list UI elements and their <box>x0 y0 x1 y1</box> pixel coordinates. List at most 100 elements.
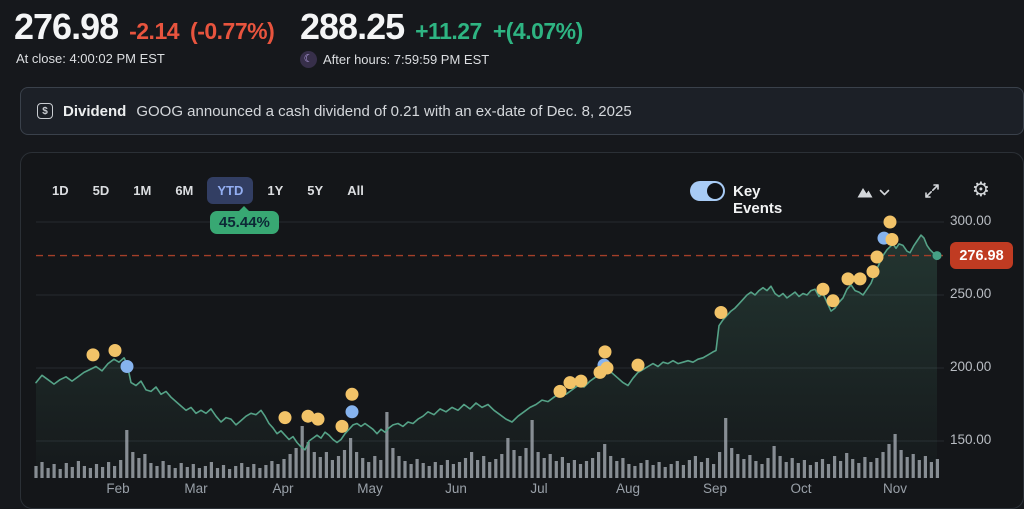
event-marker-news[interactable] <box>816 282 830 296</box>
volume-bar <box>409 464 413 478</box>
range-tab-ytd[interactable]: YTD <box>207 177 254 204</box>
event-marker-news[interactable] <box>853 272 867 286</box>
volume-bar <box>633 466 637 478</box>
volume-bar <box>572 460 576 478</box>
ytd-return-value: 45.44% <box>219 214 270 231</box>
volume-bar <box>131 452 135 478</box>
event-marker-news[interactable] <box>841 272 855 286</box>
volume-bar <box>560 457 564 478</box>
volume-bar <box>578 464 583 478</box>
volume-bar <box>911 454 915 478</box>
event-marker-news[interactable] <box>86 348 100 362</box>
event-marker-news[interactable] <box>574 374 588 388</box>
volume-bar <box>215 468 220 478</box>
volume-bar <box>252 464 256 478</box>
x-axis-label: May <box>357 481 383 496</box>
chart-type-button[interactable] <box>856 185 890 199</box>
range-tab-6m[interactable]: 6M <box>175 183 194 198</box>
volume-bar <box>899 450 903 478</box>
after-hours-quote: 288.25 +11.27 +(4.07%) <box>300 6 583 48</box>
volume-bar <box>439 465 443 478</box>
volume-bar <box>748 455 752 478</box>
volume-bar <box>294 448 298 478</box>
event-marker-news[interactable] <box>301 409 315 423</box>
range-tab-all[interactable]: All <box>347 183 364 198</box>
event-marker-news[interactable] <box>714 306 728 319</box>
volume-bar <box>760 464 764 478</box>
regular-change-percent: (-0.77%) <box>190 18 275 44</box>
volume-bar <box>778 456 782 478</box>
volume-bar <box>312 452 316 478</box>
x-axis-label: Nov <box>882 481 907 496</box>
volume-bar <box>300 426 304 478</box>
regular-quote: 276.98 -2.14 (-0.77%) <box>14 6 275 48</box>
event-marker-news[interactable] <box>335 419 349 433</box>
range-tab-1y[interactable]: 1Y <box>267 183 284 198</box>
volume-bar <box>917 460 921 478</box>
area-chart-icon <box>857 188 873 198</box>
range-tab-1d[interactable]: 1D <box>52 183 69 198</box>
volume-bar <box>415 459 419 478</box>
volume-bar <box>863 457 867 478</box>
range-tab-1m[interactable]: 1M <box>133 183 152 198</box>
regular-change: -2.14 <box>129 18 180 44</box>
volume-bar <box>518 456 522 478</box>
volume-bar <box>718 452 722 478</box>
dividend-banner[interactable]: $ Dividend GOOG announced a cash dividen… <box>20 87 1024 135</box>
volume-bar <box>391 448 395 478</box>
last-price-dot <box>932 251 942 261</box>
volume-bar <box>228 469 232 478</box>
volume-bar <box>221 465 226 478</box>
volume-bar <box>197 468 201 478</box>
toggle-knob <box>707 183 723 199</box>
range-tab-5y[interactable]: 5Y <box>307 183 324 198</box>
volume-bar <box>681 465 685 478</box>
regular-price: 276.98 <box>14 6 119 47</box>
event-marker-news[interactable] <box>883 215 897 229</box>
event-marker-earnings[interactable] <box>120 360 134 373</box>
event-marker-news[interactable] <box>866 265 880 279</box>
volume-bar <box>58 469 62 478</box>
event-marker-news[interactable] <box>108 344 122 357</box>
volume-bar <box>101 467 105 478</box>
event-marker-news[interactable] <box>885 233 899 246</box>
volume-bar <box>179 463 183 478</box>
volume-bar <box>288 454 292 478</box>
volume-bar <box>324 452 328 478</box>
volume-bar <box>367 462 371 478</box>
ytd-return-badge: 45.44% <box>210 206 279 234</box>
volume-bar <box>627 464 631 478</box>
volume-bar <box>833 456 837 478</box>
event-marker-news[interactable] <box>311 412 325 426</box>
event-marker-news[interactable] <box>870 250 884 264</box>
volume-bar <box>820 459 825 478</box>
settings-button[interactable]: ⚙ <box>972 180 990 200</box>
fullscreen-button[interactable] <box>923 182 941 200</box>
dividend-label: Dividend <box>63 102 127 120</box>
volume-bar <box>209 462 213 478</box>
event-marker-news[interactable] <box>631 358 645 372</box>
event-marker-news[interactable] <box>278 411 292 425</box>
range-tabs: 1D 5D 1M 6M YTD 1Y 5Y All <box>42 177 374 204</box>
event-marker-earnings[interactable] <box>345 405 359 419</box>
event-marker-news[interactable] <box>345 387 359 401</box>
volume-bar <box>524 448 528 478</box>
event-marker-news[interactable] <box>600 361 614 375</box>
x-axis-label: Feb <box>106 481 130 496</box>
volume-bar <box>754 461 758 478</box>
event-marker-news[interactable] <box>553 384 567 398</box>
event-marker-news[interactable] <box>826 294 840 308</box>
event-marker-news[interactable] <box>598 345 612 359</box>
volume-bar <box>705 458 710 478</box>
key-events-toggle[interactable] <box>690 181 725 201</box>
volume-bar <box>385 412 389 478</box>
chevron-down-icon <box>879 189 890 195</box>
volume-bar <box>433 462 437 478</box>
range-tab-5d[interactable]: 5D <box>92 183 110 198</box>
volume-bar <box>185 467 189 478</box>
event-marker-news[interactable] <box>563 376 577 390</box>
x-axis-label: Mar <box>184 481 208 496</box>
volume-bar <box>191 464 195 478</box>
